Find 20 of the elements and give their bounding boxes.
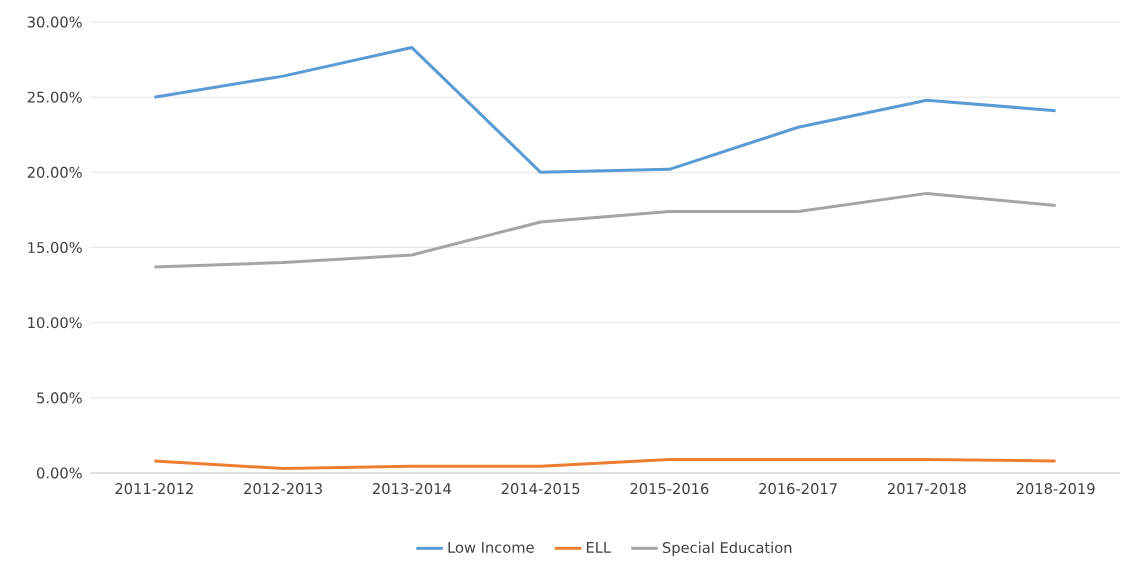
y-tick-label: 5.00% xyxy=(37,392,82,404)
y-tick-label: 0.00% xyxy=(36,467,82,479)
x-tick-label: 2016-2017 xyxy=(759,483,837,495)
x-tick-label: 2011-2012 xyxy=(115,483,193,495)
y-tick-label: 15.00% xyxy=(28,241,82,254)
legend-label: ELL xyxy=(586,541,611,553)
x-tick-label: 2018-2019 xyxy=(1016,483,1095,495)
x-tick-label: 2013-2014 xyxy=(372,483,452,495)
line-series xyxy=(152,191,1058,269)
y-tick-label: 20.00% xyxy=(27,166,82,178)
legend-label: Low Income xyxy=(448,541,534,553)
y-tick-label: 30.00% xyxy=(27,16,82,28)
y-tick-label: 10.00% xyxy=(28,317,82,329)
line-series xyxy=(152,46,1058,174)
x-tick-label: 2017-2018 xyxy=(887,483,966,495)
x-tick-label: 2012-2013 xyxy=(244,483,322,495)
y-tick-label: 25.00% xyxy=(27,91,82,103)
x-tick-label: 2014-2015 xyxy=(501,483,580,495)
legend-label: Special Education xyxy=(662,541,792,556)
x-tick-label: 2015-2016 xyxy=(630,483,709,495)
